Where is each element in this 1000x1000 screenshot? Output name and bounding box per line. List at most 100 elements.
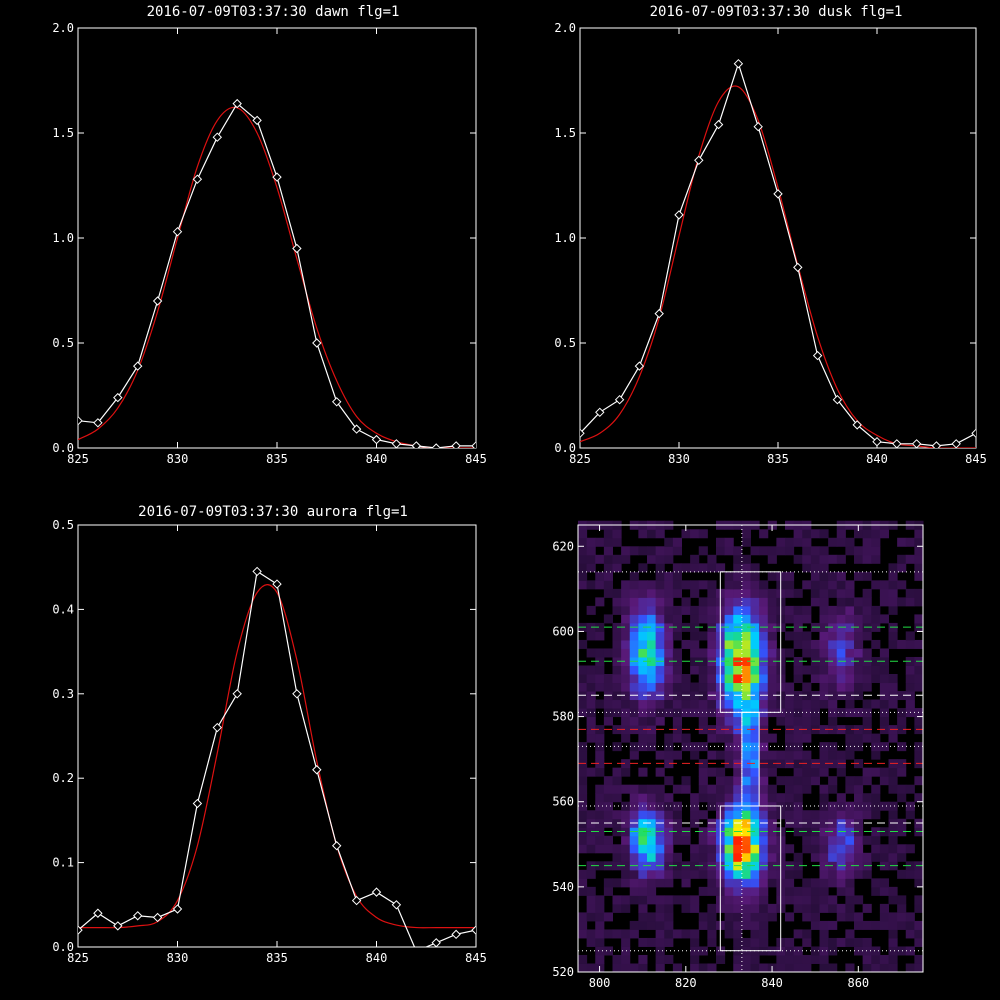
heatmap-cell [897, 563, 907, 573]
heatmap-cell [785, 605, 795, 615]
heatmap-cell [733, 742, 743, 752]
y-tick-label: 0.0 [554, 441, 576, 455]
heatmap-cell [707, 886, 717, 896]
heatmap-cell [750, 716, 760, 726]
heatmap-cell [698, 920, 708, 930]
heatmap-cell [793, 963, 803, 973]
heatmap-cell [810, 648, 820, 658]
heatmap-cell [690, 937, 700, 947]
heatmap-cell [647, 605, 657, 615]
heatmap-cell [621, 614, 631, 624]
heatmap-cell [698, 767, 708, 777]
heatmap-cell [871, 954, 881, 964]
heatmap-cell [828, 903, 838, 913]
heatmap-cell [819, 571, 829, 581]
heatmap-cell [845, 937, 855, 947]
heatmap-cell [888, 810, 898, 820]
heatmap-cell [655, 546, 665, 556]
heatmap-cell [750, 605, 760, 615]
heatmap-cell [741, 725, 751, 735]
heatmap-cell [810, 597, 820, 607]
heatmap-cell [845, 929, 855, 939]
heatmap-cell [802, 699, 812, 709]
heatmap-cell [612, 810, 622, 820]
heatmap-cell [802, 835, 812, 845]
heatmap-cell [914, 665, 924, 675]
heatmap-cell [621, 546, 631, 556]
heatmap-cell [845, 682, 855, 692]
heatmap-cell [888, 776, 898, 786]
heatmap-cell [741, 954, 751, 964]
heatmap-cell [647, 588, 657, 598]
heatmap-cell [690, 810, 700, 820]
heatmap-cell [672, 563, 682, 573]
heatmap-cell [698, 810, 708, 820]
heatmap-cell [767, 869, 777, 879]
aurora-series [78, 566, 476, 947]
data-point [252, 566, 262, 577]
data-point [212, 722, 223, 733]
heatmap-cell [733, 895, 743, 905]
heatmap-cell [638, 869, 648, 879]
heatmap-cell [828, 801, 838, 811]
heatmap-cell [759, 810, 769, 820]
heatmap-cell [655, 912, 665, 922]
heatmap-cell [733, 835, 743, 845]
heatmap-cell [647, 801, 657, 811]
heatmap-cell [733, 844, 743, 854]
heatmap-cell [707, 912, 717, 922]
heatmap-cell [810, 571, 820, 581]
heatmap-cell [621, 954, 631, 964]
heatmap-cell [621, 784, 631, 794]
heatmap-cell [862, 810, 872, 820]
heatmap-cell [595, 954, 605, 964]
heatmap-cell [776, 776, 786, 786]
heatmap-cell [698, 827, 708, 837]
heatmap-cell [793, 954, 803, 964]
heatmap-cell [621, 656, 631, 666]
data-point [580, 428, 585, 439]
heatmap-cell [759, 852, 769, 862]
heatmap-cell [741, 920, 751, 930]
heatmap-cell [664, 827, 674, 837]
heatmap-cell [793, 622, 803, 632]
heatmap-cell [655, 767, 665, 777]
heatmap-cell [810, 844, 820, 854]
heatmap-cell [578, 750, 588, 760]
dawn-spectrum-panel: 2016-07-09T03:37:30 dawn flg=1 825 830 835… [52, 4, 487, 466]
data-point [331, 397, 342, 407]
heatmap-cell [785, 631, 795, 641]
heatmap-cell [793, 631, 803, 641]
heatmap-cell [578, 699, 588, 709]
data-point [451, 441, 461, 448]
heatmap-cell [914, 716, 924, 726]
heatmap-cell [629, 614, 639, 624]
heatmap-cell [750, 954, 760, 964]
y-tick-label: 0.0 [52, 940, 74, 954]
heatmap-cell [897, 895, 907, 905]
heatmap-cell [828, 750, 838, 760]
heatmap-cell [716, 716, 726, 726]
heatmap-cell [845, 665, 855, 675]
heatmap-cell [621, 903, 631, 913]
heatmap-cell [905, 639, 915, 649]
heatmap-cell [595, 827, 605, 837]
heatmap-cell [586, 674, 596, 684]
heatmap-cell [871, 750, 881, 760]
heatmap-cell [655, 895, 665, 905]
heatmap-cell [655, 716, 665, 726]
heatmap-cell [707, 869, 717, 879]
heatmap-cell [845, 588, 855, 598]
heatmap-cell [595, 597, 605, 607]
y-tick-label: 1.5 [52, 126, 74, 140]
heatmap-cell [603, 674, 613, 684]
heatmap-cell [785, 954, 795, 964]
data-point [93, 908, 103, 918]
heatmap-cell [741, 699, 751, 709]
heatmap-cell [871, 827, 881, 837]
heatmap-cell [672, 622, 682, 632]
heatmap-cell [759, 793, 769, 803]
heatmap-cell [629, 597, 639, 607]
heatmap-cell [914, 588, 924, 598]
heatmap-cell [759, 597, 769, 607]
